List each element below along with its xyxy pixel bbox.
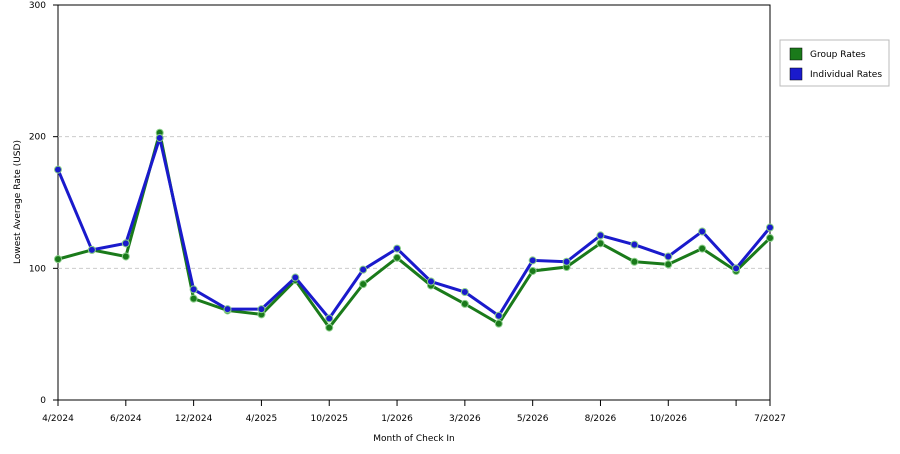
x-tick-label: 10/2026 (650, 414, 688, 424)
x-tick-label: 6/2024 (110, 414, 142, 424)
point (596, 239, 605, 248)
x-tick-label: 10/2025 (311, 414, 348, 424)
x-tick-label: 8/2026 (585, 414, 617, 424)
x-tick-label: 4/2025 (246, 414, 278, 424)
point (121, 252, 130, 261)
y-tick-label: 300 (29, 1, 46, 11)
point (54, 165, 62, 174)
point (528, 266, 537, 275)
x-tick-label: 1/2026 (381, 414, 413, 424)
point (359, 265, 368, 274)
point (257, 305, 266, 314)
point (359, 280, 368, 289)
point (664, 260, 673, 269)
point (664, 252, 673, 261)
point (630, 240, 639, 249)
point (562, 257, 571, 266)
point (460, 299, 469, 308)
point (766, 234, 774, 243)
point (325, 314, 334, 323)
y-tick-label: 200 (29, 133, 46, 143)
point (155, 133, 164, 142)
point (325, 323, 334, 332)
point (393, 253, 402, 262)
y-tick-label: 0 (40, 396, 46, 406)
series-line (56, 132, 772, 321)
y-axis-label: Lowest Average Rate (USD) (13, 140, 23, 264)
point (698, 244, 707, 253)
point (698, 227, 707, 236)
x-axis-label: Month of Check In (373, 434, 455, 444)
point (528, 256, 537, 265)
point (223, 305, 232, 314)
plot-frame (57, 4, 771, 401)
point (494, 311, 503, 320)
point (460, 288, 469, 297)
point (596, 231, 605, 240)
x-tick-label: 3/2026 (449, 414, 481, 424)
x-tick-label: 5/2026 (517, 414, 549, 424)
point (766, 223, 774, 232)
point (494, 319, 503, 328)
point (189, 294, 198, 303)
x-tick-label: 12/2024 (175, 414, 213, 424)
legend-label: Individual Rates (810, 70, 882, 80)
point (189, 285, 198, 294)
legend-label: Group Rates (810, 50, 866, 60)
x-tick-label: 7/2027 (754, 414, 786, 424)
y-tick-label: 100 (29, 264, 46, 274)
point (291, 273, 300, 282)
point (732, 264, 741, 273)
point (54, 255, 62, 264)
point (630, 257, 639, 266)
legend-swatch (789, 67, 803, 81)
point (393, 244, 402, 253)
legend-swatch (789, 47, 803, 61)
x-tick-label: 4/2024 (42, 414, 74, 424)
point (426, 277, 435, 286)
point (87, 245, 96, 254)
point (121, 239, 130, 248)
